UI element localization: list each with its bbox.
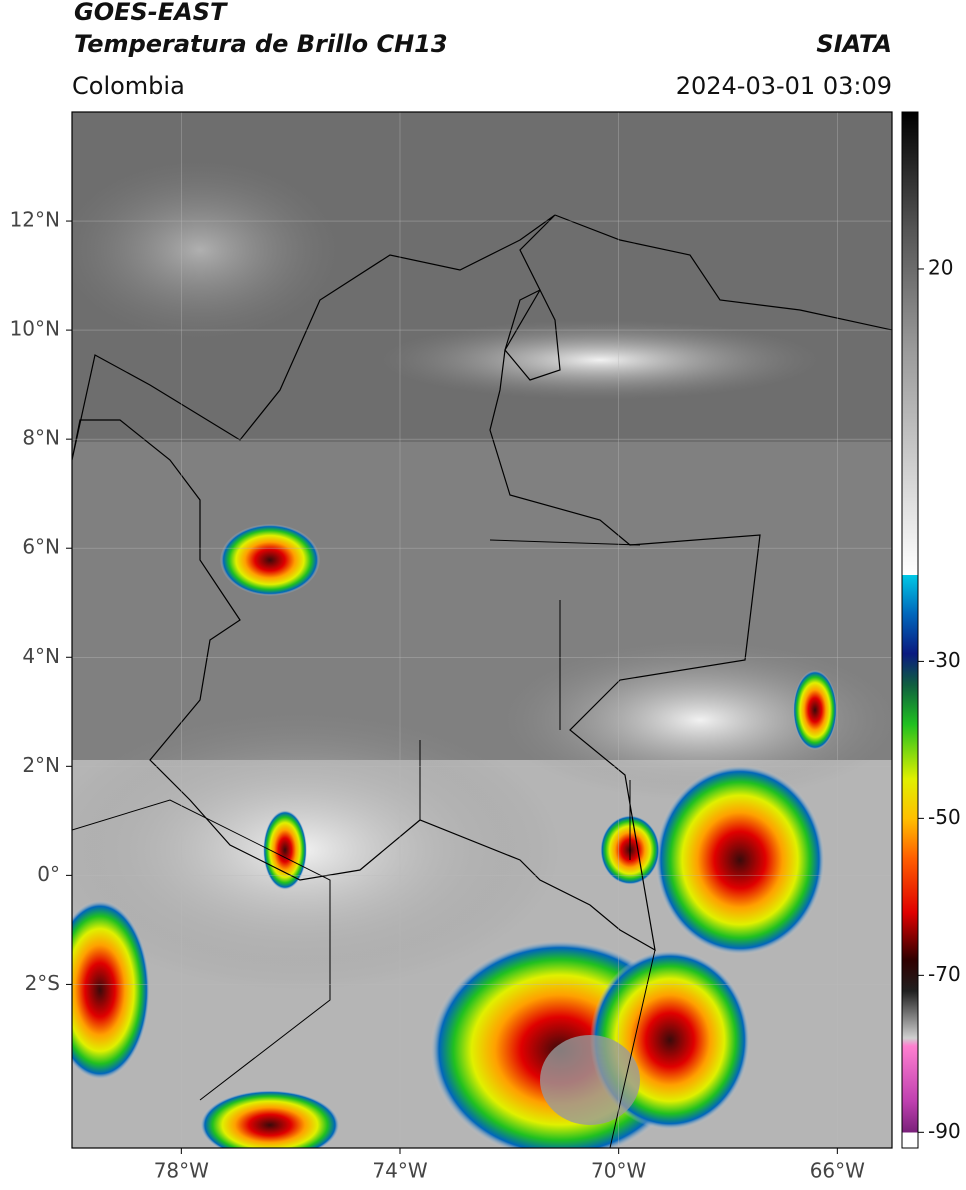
convective-cell (220, 524, 320, 596)
y-tick-label: 2°N (22, 753, 60, 777)
grid (72, 112, 892, 1148)
datetime-label: 2024-03-01 03:09 (676, 72, 892, 100)
cloud-band (72, 160, 340, 340)
convective-cell (655, 765, 825, 955)
country-border (72, 214, 761, 952)
convective-cell (793, 670, 837, 750)
x-tick-label: 66°W (810, 1159, 865, 1183)
x-tick-label: 78°W (154, 1159, 209, 1183)
colorbar-tick-label: -30 (928, 648, 961, 672)
colorbar-tick-label: -90 (928, 1119, 961, 1143)
convective-cell (200, 1090, 340, 1148)
admin-border (72, 539, 656, 1148)
y-tick-label: 12°N (10, 208, 60, 232)
y-tick-label: 10°N (10, 317, 60, 341)
region-label: Colombia (72, 72, 185, 100)
colorbar-tick-label: -50 (928, 805, 961, 829)
colorbar (901, 111, 919, 1149)
colorbar-tick-label: 20 (928, 255, 953, 279)
satellite-image (72, 112, 892, 1148)
cloud-band (380, 320, 820, 400)
convective-cell (72, 900, 150, 1080)
colorbar-tick-label: -70 (928, 962, 961, 986)
x-tick-label: 70°W (591, 1159, 646, 1183)
product-title: Temperatura de Brillo CH13 (74, 30, 448, 58)
map-frame (71, 111, 893, 1149)
source-label: SIATA (816, 30, 892, 58)
y-tick-label: 6°N (22, 535, 60, 559)
x-tick-label: 74°W (372, 1159, 427, 1183)
convective-cell (263, 810, 307, 890)
coastline (504, 214, 892, 381)
satellite-title: GOES-EAST (74, 0, 228, 26)
cold-top (540, 1035, 640, 1125)
y-tick-label: 4°N (22, 644, 60, 668)
y-tick-label: 0° (37, 862, 60, 886)
cloud-field (72, 710, 560, 990)
y-tick-label: 8°N (22, 426, 60, 450)
cloud-field (500, 640, 892, 800)
y-tick-label: 2°S (25, 971, 60, 995)
